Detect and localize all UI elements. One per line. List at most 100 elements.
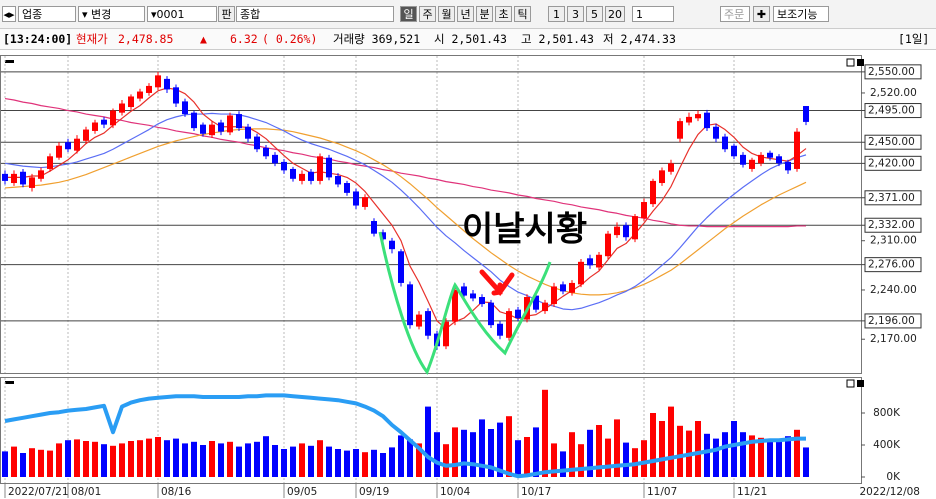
label: 보조기능: [777, 8, 818, 21]
volume-bar: [677, 425, 683, 477]
toolbar-button[interactable]: 주: [419, 6, 436, 22]
market-select[interactable]: 업종: [18, 6, 76, 22]
volume-bar: [731, 421, 737, 477]
toolbar-button[interactable]: 월: [438, 6, 455, 22]
time: [13:24:00]: [3, 32, 73, 46]
reference-label: 2,276.00: [868, 259, 915, 271]
aux-button[interactable]: 보조기능: [773, 6, 829, 22]
change-select[interactable]: ▾ 변경: [78, 6, 145, 22]
candle-body: [695, 114, 701, 119]
nav[interactable]: ◂▸: [2, 6, 16, 22]
candle-body: [101, 119, 107, 125]
volume-bar: [488, 429, 494, 477]
candle-body: [596, 254, 602, 268]
pan-button[interactable]: 판: [218, 6, 235, 22]
candle-body: [290, 168, 296, 179]
pane-button[interactable]: [857, 59, 864, 66]
volume-bar: [209, 441, 215, 477]
toolbar-button[interactable]: 틱: [514, 6, 531, 22]
candle-body: [623, 225, 629, 238]
pane-button[interactable]: [846, 58, 855, 67]
volume-bar: [425, 406, 431, 477]
period: [1일]: [898, 32, 930, 46]
volume-bar: [218, 443, 224, 477]
candle-body: [245, 126, 251, 139]
candle-body: [317, 156, 323, 181]
reference-label: 2,495.00: [868, 105, 915, 117]
volume-bar: [479, 419, 485, 477]
label: 5: [591, 8, 598, 21]
candle-body: [308, 171, 314, 181]
toolbar-button[interactable]: 5: [586, 6, 603, 22]
line: [4, 112, 807, 311]
candle-body: [227, 115, 233, 133]
volume-bar: [38, 449, 44, 477]
volume-bar: [803, 447, 809, 477]
x-tick-label: 09/05: [287, 486, 317, 498]
volume-bar: [65, 440, 71, 477]
volume-bar: [758, 437, 764, 477]
volume-layer: 0K 400K 800K: [2, 378, 901, 483]
candle-body: [740, 154, 746, 165]
volume-bar: [137, 440, 143, 477]
candle-body: [515, 309, 521, 319]
candle-body: [29, 177, 35, 188]
toolbar-button[interactable]: 년: [457, 6, 474, 22]
reference-label: 2,196.00: [868, 315, 915, 327]
x-tick-label: 11/21: [737, 486, 767, 498]
label-box: [864, 257, 922, 273]
candle-body: [506, 311, 512, 338]
label-box: [864, 64, 922, 80]
toolbar-button[interactable]: 1: [548, 6, 565, 22]
candle-body: [74, 138, 80, 151]
toolbar-button[interactable]: 분: [476, 6, 493, 22]
candle-body: [164, 78, 170, 90]
line: [5, 87, 807, 330]
pane-button[interactable]: [846, 379, 855, 388]
candle-body: [479, 297, 485, 305]
volume-bar: [164, 440, 170, 477]
candle-body: [416, 314, 422, 327]
candle-body: [497, 323, 503, 336]
candle-body: [650, 180, 656, 205]
toolbar-button[interactable]: 3: [567, 6, 584, 22]
open: 시 2,501.43: [434, 32, 507, 46]
candle-body: [218, 122, 224, 132]
add-button[interactable]: ✚: [753, 6, 770, 22]
price: 2,478.85: [118, 32, 174, 46]
toolbar-button[interactable]: 20: [605, 6, 625, 22]
candle-body: [704, 112, 710, 129]
y-tick-label: 2,240.00: [870, 284, 917, 296]
candle-body: [11, 173, 17, 184]
drawn-line: [378, 231, 552, 375]
order-button[interactable]: 주문: [720, 6, 750, 22]
label: 초: [498, 8, 509, 21]
name-input[interactable]: 종합: [236, 6, 394, 22]
high: 고 2,501.43: [521, 32, 594, 46]
volume-bar: [173, 438, 179, 477]
candle-body: [533, 295, 539, 310]
label: 틱: [517, 8, 528, 21]
candle-body: [182, 101, 188, 115]
label: 월: [441, 8, 452, 21]
volume-bar: [506, 416, 512, 477]
candle-body: [362, 197, 368, 207]
volume-bar: [596, 425, 602, 477]
toolbar-button[interactable]: 일: [400, 6, 417, 22]
toolbar-button[interactable]: 초: [495, 6, 512, 22]
count-input[interactable]: 1: [632, 6, 674, 22]
x-tick-label: 2022/07/21: [8, 486, 69, 498]
volume-bar: [452, 427, 458, 477]
volume-bar: [740, 432, 746, 477]
candle-body: [452, 289, 458, 322]
volume-bar: [245, 443, 251, 477]
code-input[interactable]: ▾0001: [147, 6, 217, 22]
pane-button[interactable]: [857, 380, 864, 387]
label: 업종: [22, 8, 43, 21]
y-tick-label: 0K: [886, 471, 901, 483]
label: 20: [608, 8, 622, 21]
candle-body: [443, 321, 449, 347]
label-box: [864, 313, 922, 329]
volume-bar: [326, 446, 332, 477]
